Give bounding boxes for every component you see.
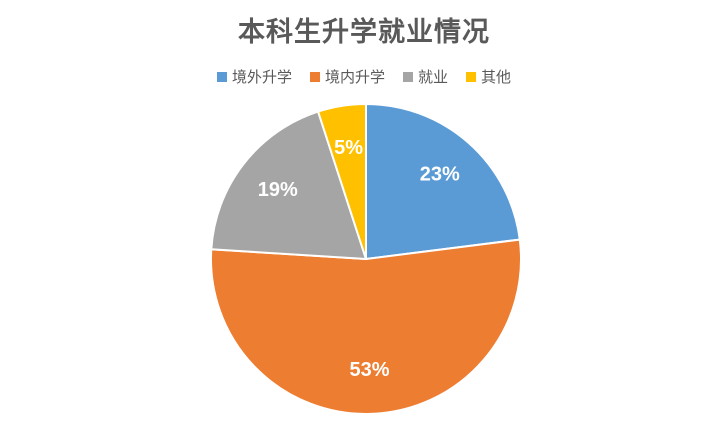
legend-label-0: 境外升学 [231,68,292,86]
legend-item-3: 其他 [466,66,511,87]
legend: 境外升学 境内升学 就业 其他 [0,66,728,87]
legend-swatch-3 [466,71,477,82]
slice-label-0: 23% [420,164,460,186]
legend-label-3: 其他 [481,68,512,86]
slice-label-3: 5% [334,137,363,159]
pie-slice-2 [210,110,368,261]
legend-label-2: 就业 [418,68,449,86]
legend-swatch-2 [403,71,413,82]
slice-label-1: 53% [349,359,389,381]
legend-label-1: 境内升学 [324,68,385,86]
legend-item-0: 境外升学 [216,66,292,87]
pie-slice-0 [365,102,521,261]
chart-title: 本科生升学就业情况 [238,17,490,48]
legend-item-1: 境内升学 [309,66,385,87]
legend-swatch-0 [216,71,227,82]
pie-slice-3 [316,102,367,260]
slice-label-2: 19% [258,179,298,201]
legend-swatch-1 [309,71,320,82]
pie-slice-1 [210,238,522,415]
legend-item-2: 就业 [403,66,448,87]
